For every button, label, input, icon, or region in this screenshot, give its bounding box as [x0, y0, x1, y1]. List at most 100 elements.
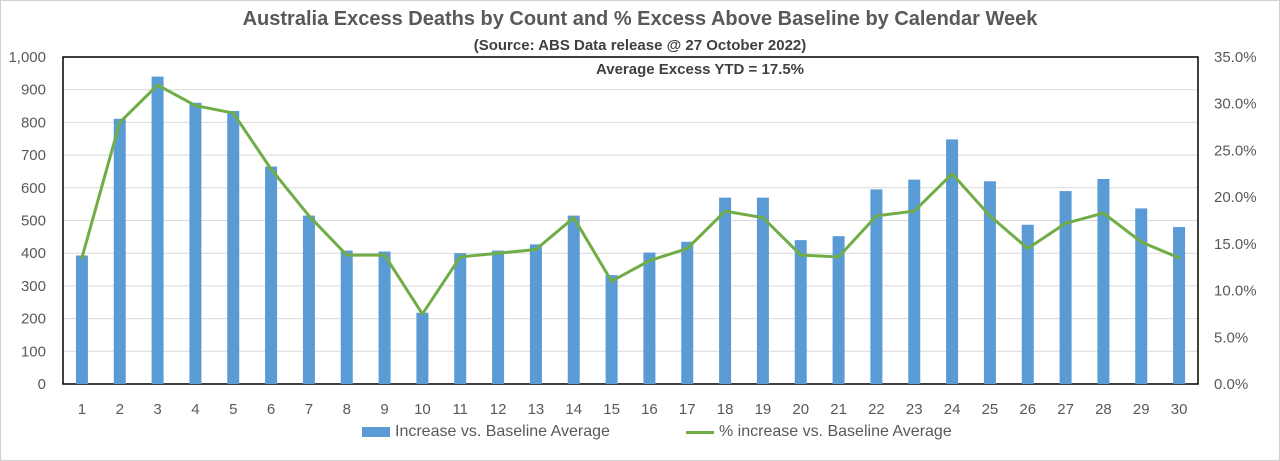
line-point: [610, 279, 614, 283]
y-left-tick-label: 900: [21, 82, 46, 99]
x-tick-label: 7: [305, 401, 313, 418]
legend-swatch-line: [686, 430, 714, 434]
y-left-tick-label: 600: [21, 180, 46, 197]
bar: [227, 110, 240, 384]
line-point: [1139, 240, 1143, 244]
y-right-tick-label: 10.0%: [1214, 283, 1257, 300]
bar: [946, 139, 959, 384]
x-tick-label: 15: [603, 401, 620, 418]
line-point: [231, 111, 235, 115]
y-left-tick-label: 1,000: [8, 49, 46, 66]
line-point: [534, 247, 538, 251]
bar: [681, 241, 694, 384]
line-point: [837, 255, 841, 259]
bar: [794, 240, 807, 384]
line-point: [383, 253, 387, 257]
bar: [302, 215, 315, 384]
x-tick-label: 13: [528, 401, 545, 418]
line-point: [420, 312, 424, 316]
bar: [1173, 227, 1186, 384]
bar: [492, 250, 505, 384]
line-point: [572, 216, 576, 220]
bar: [416, 312, 429, 384]
y-right-tick-label: 20.0%: [1214, 189, 1257, 206]
x-tick-label: 25: [982, 401, 999, 418]
bar: [454, 253, 467, 384]
line-point: [496, 251, 500, 255]
x-tick-label: 18: [717, 401, 734, 418]
x-tick-label: 4: [191, 401, 199, 418]
bar: [719, 197, 732, 384]
x-tick-label: 6: [267, 401, 275, 418]
bar: [870, 189, 883, 384]
bar: [75, 255, 88, 384]
x-tick-label: 11: [452, 401, 468, 418]
x-tick-label: 3: [153, 401, 161, 418]
bar: [756, 197, 769, 384]
y-right-tick-label: 35.0%: [1214, 49, 1257, 66]
line-point: [118, 120, 122, 124]
legend-label-line: % increase vs. Baseline Average: [719, 423, 952, 440]
x-tick-label: 30: [1171, 401, 1188, 418]
line-point: [723, 209, 727, 213]
x-tick-label: 8: [343, 401, 351, 418]
bar: [1059, 191, 1072, 384]
x-tick-label: 19: [755, 401, 772, 418]
series-line: [80, 83, 1181, 316]
line-point: [345, 253, 349, 257]
bar: [529, 244, 542, 384]
y-left-tick-label: 800: [21, 114, 46, 131]
line-point: [874, 214, 878, 218]
line-point: [458, 255, 462, 259]
legend-item-bars: Increase vs. Baseline Average: [362, 423, 610, 441]
bar: [151, 76, 164, 385]
line-point: [307, 214, 311, 218]
y-right-tick-label: 0.0%: [1214, 376, 1248, 393]
y-right-tick-label: 25.0%: [1214, 142, 1257, 159]
y-left-tick-label: 0: [38, 376, 46, 393]
bar: [908, 179, 921, 384]
bar: [832, 236, 845, 384]
line-point: [269, 167, 273, 171]
x-tick-label: 17: [679, 401, 696, 418]
bar: [605, 275, 618, 384]
bar: [378, 251, 391, 384]
x-tick-label: 14: [565, 401, 582, 418]
x-tick-label: 2: [116, 401, 124, 418]
bar: [567, 215, 580, 384]
line-point: [988, 214, 992, 218]
bar: [265, 166, 278, 384]
line-point: [761, 216, 765, 220]
y-left-tick-label: 400: [21, 245, 46, 262]
y-left-tick-label: 700: [21, 147, 46, 164]
x-tick-label: 21: [830, 401, 847, 418]
x-tick-label: 23: [906, 401, 923, 418]
line-point: [647, 259, 651, 263]
bar: [1021, 224, 1034, 384]
plot-area-border: [62, 56, 1199, 385]
x-tick-label: 27: [1057, 401, 1074, 418]
y-right-tick-label: 5.0%: [1214, 329, 1248, 346]
x-tick-label: 10: [414, 401, 431, 418]
y-left-tick-label: 200: [21, 311, 46, 328]
line-point: [950, 172, 954, 176]
bar: [1097, 178, 1110, 384]
x-tick-label: 16: [641, 401, 658, 418]
x-tick-label: 26: [1019, 401, 1036, 418]
chart-annotation: Average Excess YTD = 17.5%: [595, 61, 805, 78]
line-point: [799, 253, 803, 257]
line-point: [912, 209, 916, 213]
x-tick-label: 20: [792, 401, 809, 418]
x-tick-label: 5: [229, 401, 237, 418]
legend-item-line: % increase vs. Baseline Average: [686, 423, 952, 441]
y-left-tick-label: 300: [21, 278, 46, 295]
chart-title: Australia Excess Deaths by Count and % E…: [242, 8, 1038, 30]
line-point: [1101, 211, 1105, 215]
y-right-tick-label: 15.0%: [1214, 236, 1257, 253]
x-tick-label: 9: [380, 401, 388, 418]
x-tick-label: 1: [78, 401, 86, 418]
line-point: [1177, 256, 1181, 260]
x-tick-label: 22: [868, 401, 885, 418]
line-point: [156, 83, 160, 87]
